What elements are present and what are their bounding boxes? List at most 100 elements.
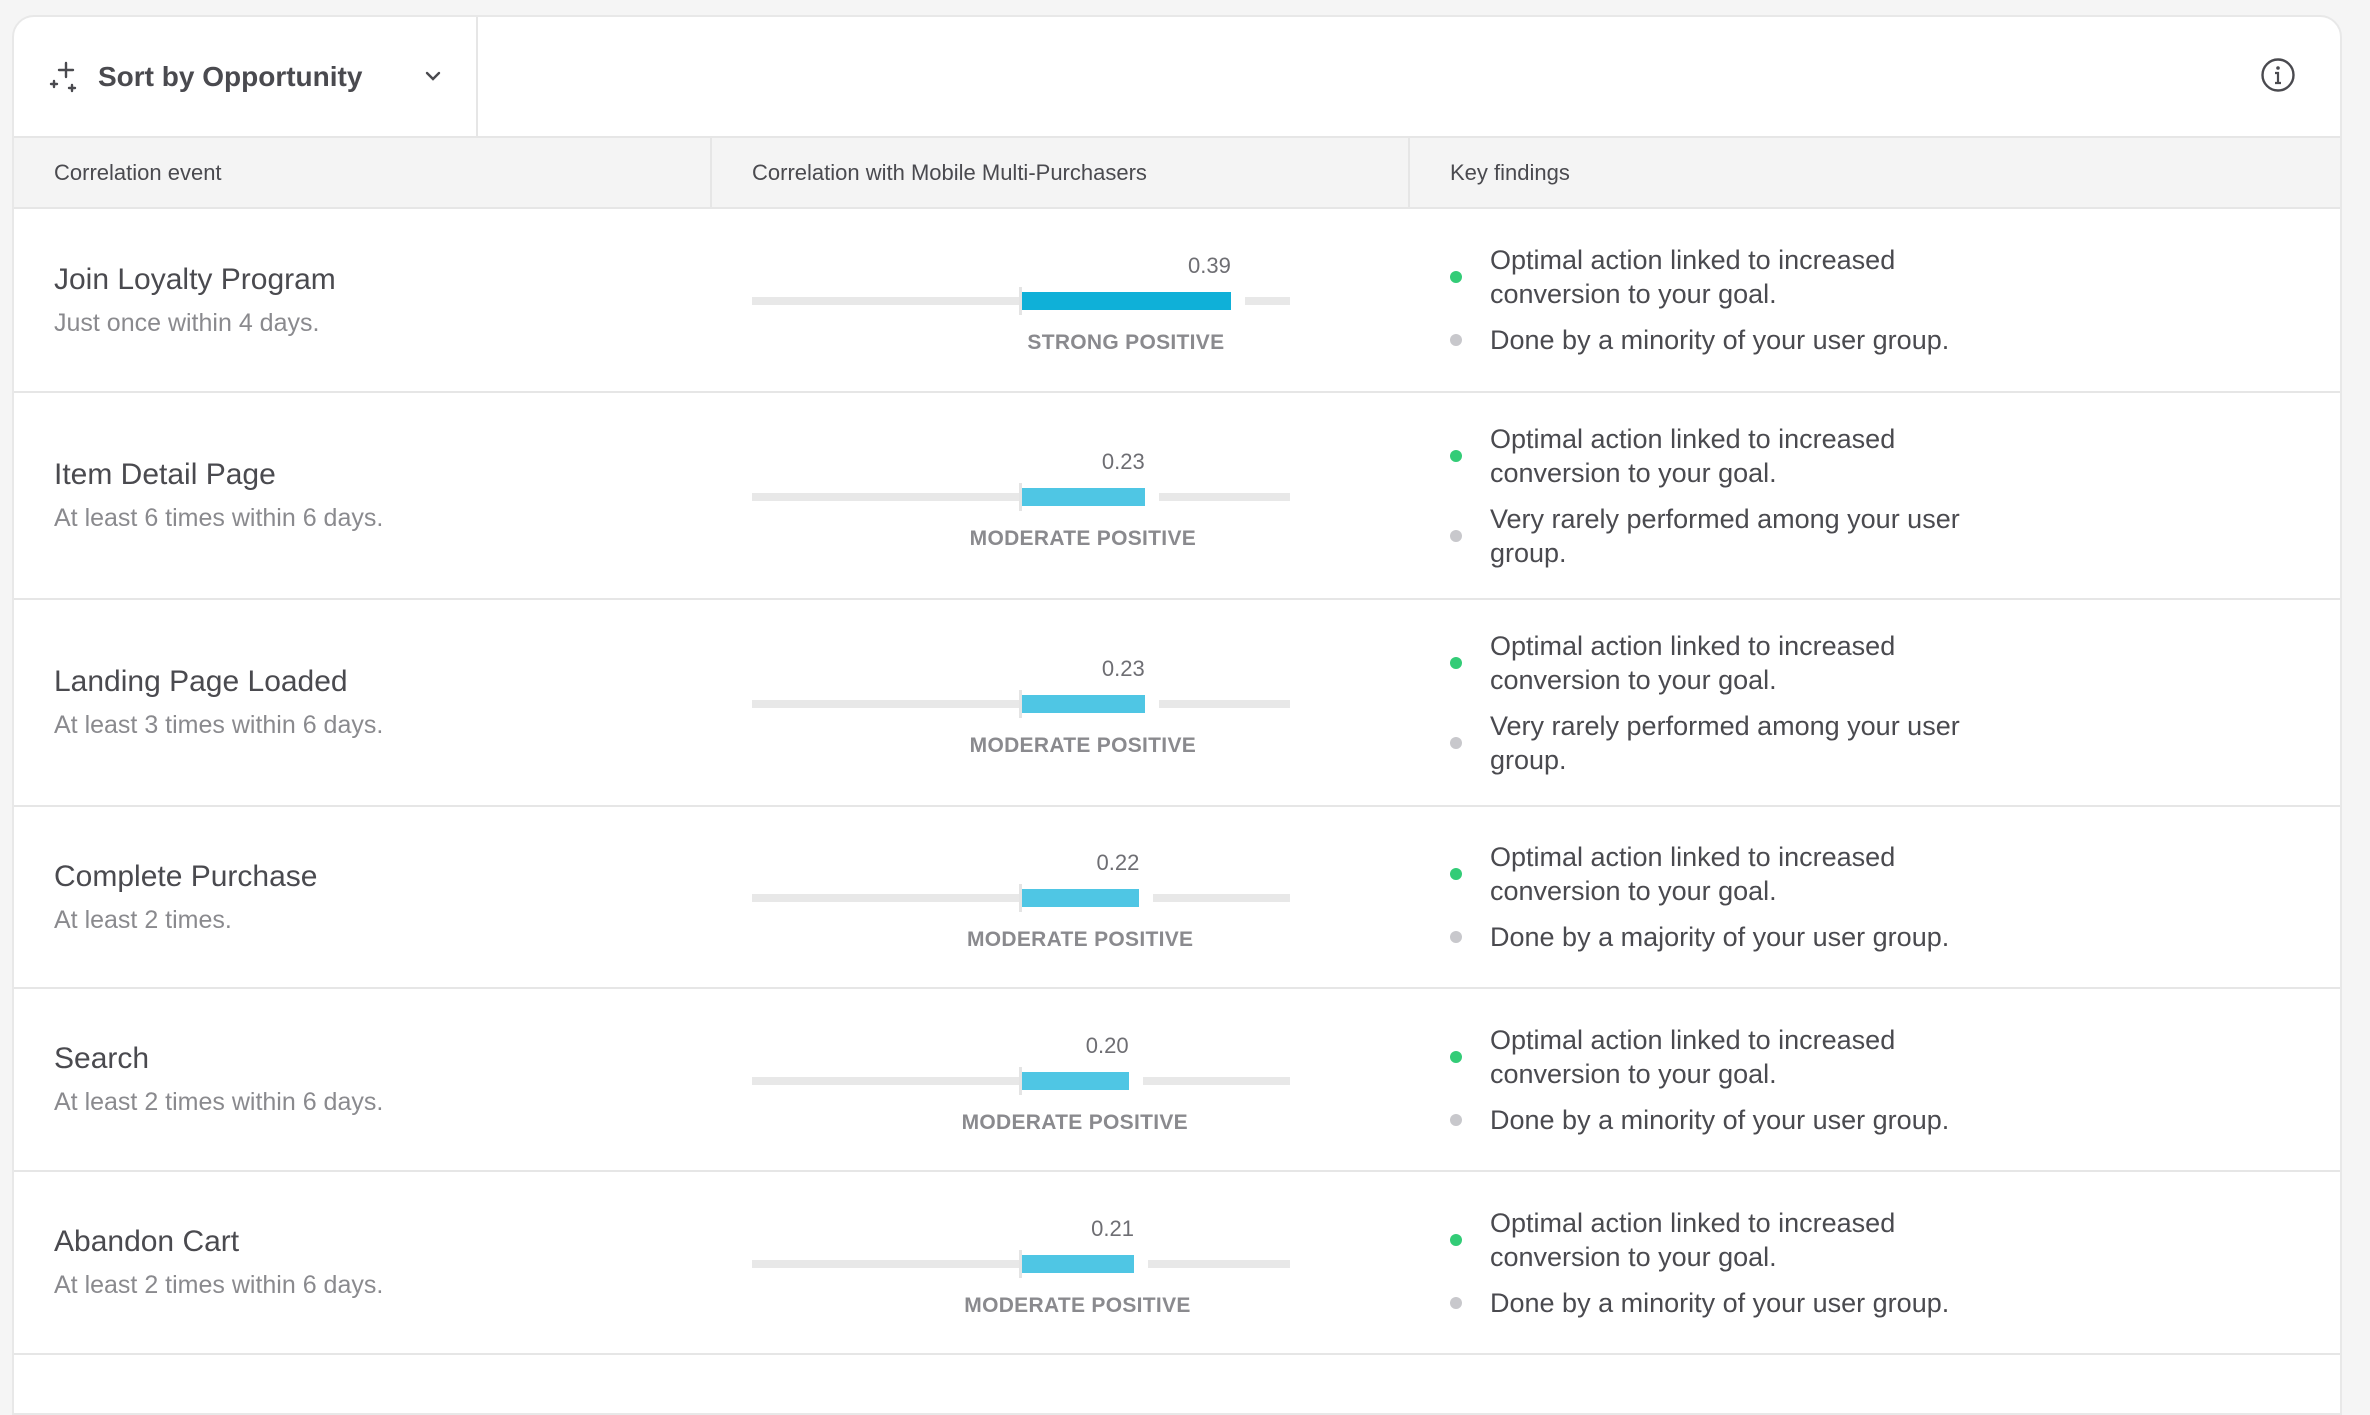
table-row[interactable]: Landing Page Loaded At least 3 times with… (14, 600, 2340, 807)
finding-item: Done by a minority of your user group. (1450, 323, 2340, 357)
neutral-dot-icon (1450, 334, 1462, 346)
event-name[interactable]: Search (54, 1042, 150, 1075)
finding-text: Very rarely performed among your user gr… (1490, 710, 1960, 775)
zero-line (1019, 689, 1022, 718)
event-name[interactable]: Join Loyalty Program (54, 262, 336, 296)
correlation-bar (1022, 889, 1140, 907)
event-cell: Join Loyalty Program Just once within 4 d… (14, 209, 712, 391)
event-criteria: Just once within 4 days. (54, 308, 320, 337)
event-cell: Complete Purchase At least 2 times. (14, 807, 712, 987)
correlation-cell: 0.22 MODERATE POSITIVE (712, 807, 1410, 987)
column-header-findings[interactable]: Key findings (1450, 159, 1570, 185)
table-row[interactable]: Complete Purchase At least 2 times. 0.22 … (14, 807, 2340, 989)
finding-text: Optimal action linked to increased conve… (1490, 630, 1896, 695)
zero-line (1019, 884, 1022, 912)
table-row[interactable]: Abandon Cart At least 2 times within 6 da… (14, 1172, 2340, 1355)
findings-cell: Optimal action linked to increased conve… (1410, 393, 2340, 598)
neutral-dot-icon (1450, 1296, 1462, 1309)
correlation-bar (1022, 694, 1145, 713)
correlation-cell: 0.23 MODERATE POSITIVE (712, 600, 1410, 805)
sort-dropdown[interactable]: Sort by Opportunity (14, 17, 478, 136)
event-criteria: At least 2 times within 6 days. (54, 1088, 384, 1116)
event-name[interactable]: Landing Page Loaded (54, 665, 348, 698)
finding-text: Optimal action linked to increased conve… (1490, 245, 1896, 309)
sparkle-icon (49, 61, 77, 92)
finding-item: Very rarely performed among your user gr… (1450, 709, 2340, 777)
finding-text: Done by a minority of your user group. (1490, 1287, 1950, 1318)
correlation-value: 0.23 (1101, 655, 1145, 681)
positive-dot-icon (1450, 449, 1462, 462)
finding-text: Very rarely performed among your user gr… (1490, 503, 1960, 568)
event-criteria: At least 2 times. (54, 905, 232, 934)
neutral-dot-icon (1450, 736, 1462, 749)
finding-text: Optimal action linked to increased conve… (1490, 842, 1896, 906)
findings-cell: Optimal action linked to increased conve… (1410, 209, 2340, 391)
finding-item: Optimal action linked to increased conve… (1450, 243, 2340, 311)
table-row[interactable]: Join Loyalty Program Just once within 4 d… (14, 209, 2340, 393)
finding-text: Optimal action linked to increased conve… (1490, 1207, 1896, 1272)
sort-label: Sort by Opportunity (98, 60, 363, 92)
track-gap (1133, 1258, 1148, 1269)
correlation-strength: STRONG POSITIVE (1027, 331, 1225, 354)
neutral-dot-icon (1450, 1113, 1462, 1126)
finding-item: Done by a minority of your user group. (1450, 1286, 2340, 1320)
finding-item: Optimal action linked to increased conve… (1450, 629, 2340, 697)
positive-dot-icon (1450, 271, 1462, 283)
correlation-cell: 0.39 STRONG POSITIVE (712, 209, 1410, 391)
finding-text: Done by a minority of your user group. (1490, 325, 1950, 355)
findings-cell: Optimal action linked to increased conve… (1410, 1172, 2340, 1353)
finding-item: Done by a minority of your user group. (1450, 1103, 2340, 1137)
finding-item: Optimal action linked to increased conve… (1450, 1023, 2340, 1091)
zero-line (1019, 482, 1022, 511)
correlation-value: 0.20 (1085, 1032, 1129, 1058)
zero-line (1019, 1249, 1022, 1278)
finding-item: Done by a majority of your user group. (1450, 920, 2340, 954)
table-row[interactable]: Search At least 2 times within 6 days. 0.… (14, 989, 2340, 1172)
track-gap (1139, 893, 1154, 903)
correlation-bar (1022, 292, 1231, 310)
positive-dot-icon (1450, 656, 1462, 669)
table-row[interactable]: Item Detail Page At least 6 times within … (14, 393, 2340, 600)
correlation-value: 0.39 (1187, 253, 1231, 278)
zero-line (1019, 287, 1022, 315)
findings-cell: Optimal action linked to increased conve… (1410, 989, 2340, 1170)
correlation-cell: 0.23 MODERATE POSITIVE (712, 393, 1410, 598)
correlation-bar (1022, 1071, 1129, 1090)
table-header: Correlation event Correlation with Mobil… (14, 138, 2340, 209)
event-criteria: At least 3 times within 6 days. (54, 711, 384, 739)
table-body: Join Loyalty Program Just once within 4 d… (14, 209, 2340, 1355)
event-name[interactable]: Abandon Cart (54, 1225, 240, 1258)
column-header-event[interactable]: Correlation event (14, 138, 712, 207)
correlation-strength: MODERATE POSITIVE (969, 526, 1197, 550)
positive-dot-icon (1450, 1233, 1462, 1246)
track-gap (1230, 296, 1245, 306)
event-name[interactable]: Item Detail Page (54, 458, 276, 491)
correlation-strength: MODERATE POSITIVE (961, 1110, 1188, 1134)
neutral-dot-icon (1450, 529, 1462, 542)
track-gap (1144, 491, 1159, 502)
positive-dot-icon (1450, 1050, 1462, 1063)
finding-text: Done by a majority of your user group. (1490, 922, 1950, 952)
findings-cell: Optimal action linked to increased conve… (1410, 807, 2340, 987)
correlation-value: 0.21 (1091, 1215, 1134, 1241)
finding-item: Optimal action linked to increased conve… (1450, 1206, 2340, 1274)
event-name[interactable]: Complete Purchase (54, 859, 318, 893)
correlation-bar (1022, 487, 1145, 506)
finding-item: Optimal action linked to increased conve… (1450, 422, 2340, 490)
correlation-strength: MODERATE POSITIVE (964, 1293, 1191, 1317)
correlation-cell: 0.20 MODERATE POSITIVE (712, 989, 1410, 1170)
chevron-down-icon (425, 71, 441, 81)
event-cell: Item Detail Page At least 6 times within … (14, 393, 712, 598)
event-criteria: At least 2 times within 6 days. (54, 1271, 384, 1299)
event-cell: Landing Page Loaded At least 3 times with… (14, 600, 712, 805)
finding-item: Optimal action linked to increased conve… (1450, 840, 2340, 908)
correlation-value: 0.23 (1101, 448, 1145, 474)
finding-text: Optimal action linked to increased conve… (1490, 1024, 1896, 1089)
finding-text: Optimal action linked to increased conve… (1490, 423, 1896, 488)
track-gap (1128, 1075, 1143, 1086)
correlation-cell: 0.21 MODERATE POSITIVE (712, 1172, 1410, 1353)
correlation-bar (1022, 1254, 1134, 1273)
column-header-correlation[interactable]: Correlation with Mobile Multi-Purchasers (712, 138, 1410, 207)
correlation-strength: MODERATE POSITIVE (966, 928, 1194, 951)
info-icon[interactable] (2260, 57, 2296, 93)
